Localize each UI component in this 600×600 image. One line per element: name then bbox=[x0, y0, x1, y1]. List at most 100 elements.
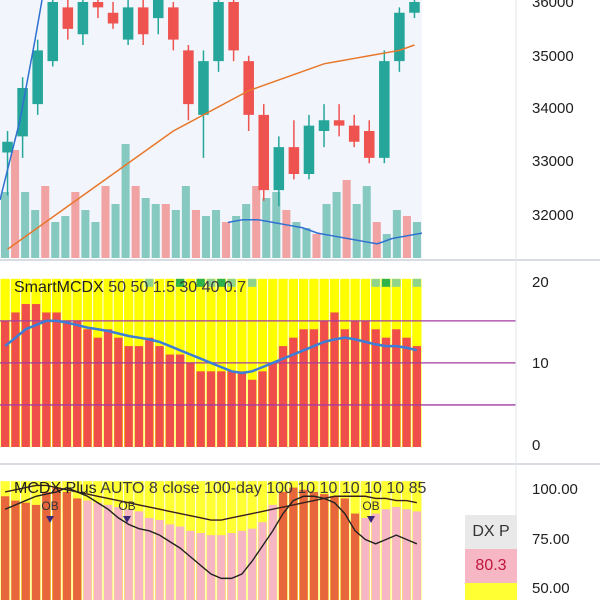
dx-legend[interactable]: DX P 80.3 bbox=[465, 515, 517, 600]
plus-pink-bar bbox=[155, 520, 164, 600]
smart-green-bar bbox=[145, 278, 154, 287]
plus-pink-bar bbox=[134, 511, 144, 600]
volume-bar bbox=[292, 222, 301, 258]
plus-pink-bar bbox=[350, 513, 360, 600]
volume-bar bbox=[352, 204, 361, 258]
candle-body bbox=[183, 50, 194, 105]
plus-pink-bar bbox=[289, 487, 298, 600]
volume-bar bbox=[61, 216, 70, 258]
plus-pink-bar bbox=[186, 530, 195, 600]
smart-red-bar bbox=[237, 371, 247, 447]
plus-axis-tick[interactable]: 50.00 bbox=[532, 580, 570, 597]
smartmcdx-name: SmartMCDX bbox=[14, 279, 104, 296]
candle-body bbox=[409, 2, 420, 13]
volume-bar bbox=[21, 192, 30, 258]
smart-axis-tick[interactable]: 10 bbox=[532, 355, 549, 372]
plus-black-line bbox=[4, 486, 418, 580]
smart-green-bar bbox=[206, 278, 216, 287]
volume-bar bbox=[201, 216, 210, 258]
plus-pink-bar bbox=[21, 502, 30, 600]
smart-red-bar bbox=[278, 346, 288, 447]
volume-bar bbox=[272, 192, 281, 258]
plus-pink-bar bbox=[52, 487, 61, 600]
mcdx-plus-name: MCDX Plus bbox=[14, 480, 97, 497]
volume-bar bbox=[111, 204, 120, 258]
smart-red-bar bbox=[412, 346, 421, 447]
plus-axis-tick[interactable]: 100.00 bbox=[532, 481, 578, 498]
smart-red-bar bbox=[175, 354, 185, 447]
plus-pink-bar bbox=[11, 500, 20, 600]
price-axis-tick[interactable]: 36000 bbox=[532, 0, 574, 11]
smart-green-bar bbox=[381, 278, 391, 287]
smart-red-bar bbox=[52, 312, 61, 447]
volume-bar bbox=[141, 198, 150, 258]
volume-bar bbox=[252, 186, 261, 258]
mcdx-plus-title[interactable]: MCDX Plus AUTO 8 close 100-day 100 10 10… bbox=[14, 480, 426, 498]
smart-red-bar bbox=[206, 371, 216, 447]
candle-body bbox=[2, 141, 13, 153]
price-axis-tick[interactable]: 34000 bbox=[532, 100, 574, 117]
dx-legend-label: DX P bbox=[465, 515, 517, 549]
plus-pink-bar bbox=[175, 526, 185, 600]
volume-bar bbox=[31, 210, 40, 258]
candle-body bbox=[228, 2, 239, 51]
plus-pink-bar bbox=[412, 511, 421, 600]
mcdx-plus-params: AUTO 8 close 100-day 100 10 10 10 10 10 … bbox=[100, 480, 427, 497]
plus-pink-bar bbox=[371, 513, 380, 600]
plus-axis-tick[interactable]: 75.00 bbox=[532, 531, 570, 548]
volume-bar bbox=[262, 198, 271, 258]
price-axis-tick[interactable]: 33000 bbox=[532, 153, 574, 170]
smart-green-bar bbox=[392, 278, 401, 287]
smart-axis-tick[interactable]: 20 bbox=[532, 274, 549, 291]
price-axis-tick[interactable]: 35000 bbox=[532, 48, 574, 65]
candle-body bbox=[152, 0, 164, 19]
smartmcdx-title[interactable]: SmartMCDX 50 50 1.5 30 40 0.7 bbox=[14, 279, 246, 297]
volume-bar bbox=[71, 192, 80, 258]
smart-red-bar bbox=[124, 346, 133, 447]
smart-red-bar bbox=[320, 320, 329, 447]
smart-red-bar bbox=[134, 346, 144, 447]
smart-red-bar bbox=[361, 320, 370, 447]
volume-bar bbox=[322, 204, 331, 258]
volume-bar bbox=[382, 234, 391, 258]
candle-body bbox=[122, 7, 134, 40]
smart-green-bar bbox=[248, 278, 257, 287]
price-panel[interactable] bbox=[0, 0, 423, 258]
smart-average-line bbox=[4, 319, 418, 375]
smart-red-bar bbox=[289, 337, 298, 447]
plus-pink-bar bbox=[330, 496, 339, 600]
plus-pink-bar bbox=[62, 491, 72, 600]
plus-pink-bar bbox=[361, 517, 370, 600]
plus-pink-bar bbox=[206, 535, 216, 600]
smart-red-bar bbox=[330, 312, 339, 447]
smart-red-bar bbox=[217, 371, 226, 447]
plus-pink-bar bbox=[31, 504, 41, 600]
smart-red-bar bbox=[165, 354, 174, 447]
plus-pink-bar bbox=[392, 507, 401, 600]
ob-marker-arrow bbox=[46, 516, 54, 523]
volume-bar bbox=[402, 216, 411, 258]
candle-body bbox=[17, 88, 28, 137]
volume-bar bbox=[302, 228, 311, 258]
volume-bar bbox=[242, 204, 251, 258]
volume-bar bbox=[51, 222, 60, 258]
plus-pink-bar bbox=[258, 522, 267, 600]
smartmcdx-panel[interactable] bbox=[0, 278, 516, 447]
plus-pink-bar bbox=[114, 507, 123, 600]
volume-bar bbox=[282, 210, 291, 258]
smart-red-bar bbox=[103, 329, 113, 447]
smart-red-bar bbox=[42, 312, 51, 447]
smart-red-bar bbox=[62, 320, 72, 447]
smart-green-bar bbox=[175, 278, 185, 287]
mcdx-plus-panel[interactable]: OB OB OB bbox=[0, 481, 422, 600]
ma-orange-line bbox=[7, 44, 415, 250]
smart-axis-tick[interactable]: 0 bbox=[532, 437, 541, 454]
candle-body bbox=[92, 2, 104, 8]
price-axis-tick[interactable]: 32000 bbox=[532, 207, 574, 224]
smart-red-bar bbox=[402, 337, 411, 447]
candle-body bbox=[32, 50, 43, 105]
ob-marker-label: OB bbox=[41, 499, 58, 513]
smart-red-bar bbox=[73, 320, 82, 447]
smart-red-bar bbox=[258, 371, 267, 447]
